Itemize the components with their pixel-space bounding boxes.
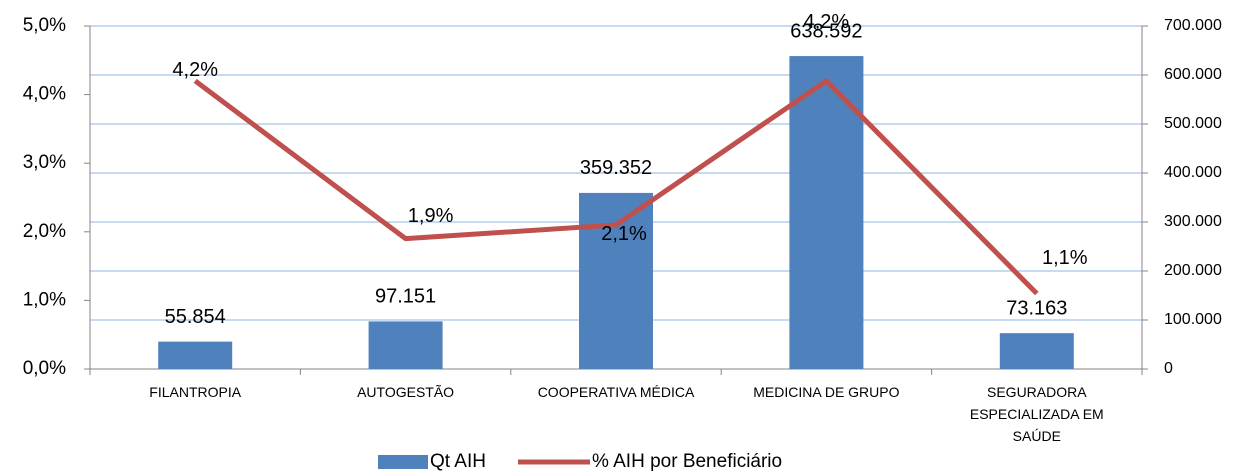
x-tick-label: SEGURADORA ESPECIALIZADA EM SAÚDE — [969, 384, 1104, 444]
bar — [158, 341, 233, 369]
y2-tick-label: 0 — [1164, 360, 1173, 377]
line — [193, 78, 1039, 296]
y-tick-label: 4,0% — [23, 84, 66, 105]
line-value-label: 1,9% — [408, 205, 454, 227]
x-tick-label: AUTOGESTÃO — [357, 384, 455, 400]
y-tick-label: 2,0% — [23, 221, 66, 242]
bar-value-label: 638.592 — [790, 20, 862, 42]
bar-value-label: 73.163 — [1006, 297, 1067, 319]
line-value-label: 2,1% — [601, 223, 647, 245]
legend-label: % AIH por Beneficiário — [592, 451, 782, 472]
x-tick-label: MEDICINA DE GRUPO — [753, 384, 900, 400]
y2-tick-label: 200.000 — [1164, 262, 1222, 279]
legend-swatch — [378, 455, 428, 469]
bar-value-label: 55.854 — [165, 306, 226, 328]
y2-tick-label: 100.000 — [1164, 311, 1222, 328]
bar — [368, 321, 443, 369]
y-tick-label: 5,0% — [23, 15, 66, 36]
line-value-label: 1,1% — [1042, 247, 1088, 269]
y2-tick-label: 600.000 — [1164, 66, 1222, 83]
bar — [579, 192, 653, 369]
y2-tick-label: 400.000 — [1164, 164, 1222, 181]
x-tick-label: COOPERATIVA MÉDICA — [537, 384, 695, 400]
y-tick-label: 0,0% — [23, 358, 66, 379]
y2-tick-label: 500.000 — [1164, 115, 1222, 132]
bar-value-label: 97.151 — [375, 286, 436, 308]
y2-tick-label: 700.000 — [1164, 17, 1222, 34]
line-value-label: 4,2% — [804, 11, 850, 33]
line-value-label: 4,2% — [172, 59, 218, 81]
y2-tick-label: 300.000 — [1164, 213, 1222, 230]
legend-label: Qt AIH — [430, 451, 486, 472]
y-tick-label: 1,0% — [23, 289, 66, 310]
x-tick-label: FILANTROPIA — [149, 384, 242, 400]
bar-value-label: 359.352 — [580, 157, 652, 179]
bar — [789, 56, 864, 370]
bar — [999, 333, 1074, 369]
y-tick-label: 3,0% — [23, 152, 66, 173]
